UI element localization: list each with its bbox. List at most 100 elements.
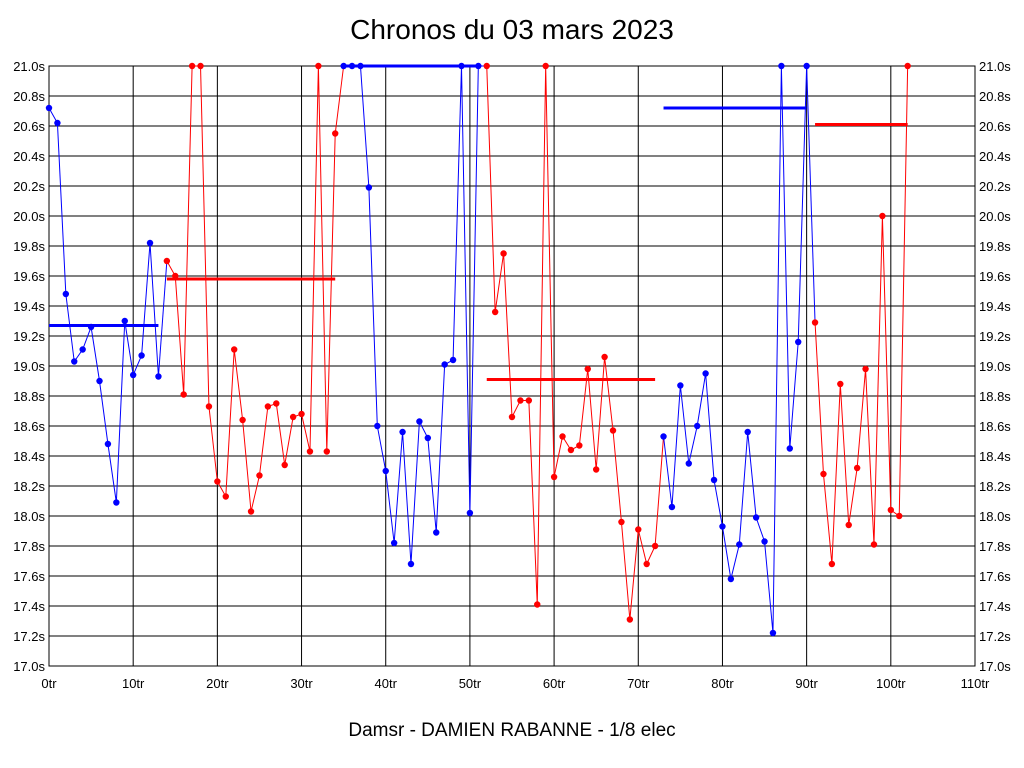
data-point <box>231 346 238 353</box>
data-point <box>129 371 137 379</box>
data-point <box>786 445 793 452</box>
series-line <box>486 65 656 620</box>
data-point <box>651 542 659 550</box>
y-tick-label-left: 19.0s <box>13 359 45 374</box>
y-tick-label-right: 20.0s <box>979 209 1011 224</box>
data-point <box>896 512 903 520</box>
data-point <box>643 560 650 568</box>
y-tick-label-left: 18.2s <box>13 479 45 494</box>
data-point <box>45 104 53 112</box>
series-line <box>166 65 336 512</box>
y-tick-label-right: 19.4s <box>979 299 1011 314</box>
y-tick-label-right: 17.0s <box>979 659 1011 674</box>
data-point <box>483 62 490 70</box>
y-tick-label-right: 19.8s <box>979 239 1011 254</box>
data-point <box>298 410 305 418</box>
x-tick-label: 60tr <box>543 676 566 691</box>
data-point <box>449 356 457 364</box>
data-point <box>904 62 911 70</box>
data-point <box>618 518 625 526</box>
series-connector <box>334 65 345 134</box>
data-point <box>197 62 204 70</box>
data-point <box>475 62 482 70</box>
data-point <box>803 62 810 70</box>
y-tick-label-left: 17.6s <box>13 569 45 584</box>
y-tick-label-right: 20.4s <box>979 149 1011 164</box>
y-tick-label-left: 19.8s <box>13 239 45 254</box>
data-point <box>62 290 70 298</box>
data-point <box>576 442 583 449</box>
y-tick-label-right: 17.2s <box>979 629 1011 644</box>
series-connector <box>806 65 816 323</box>
data-point <box>54 119 61 127</box>
data-point <box>862 365 869 373</box>
data-point <box>525 397 533 404</box>
data-point <box>870 541 878 548</box>
y-tick-label-left: 20.0s <box>13 209 45 224</box>
data-point <box>433 529 440 536</box>
x-tick-label: 30tr <box>290 676 313 691</box>
data-point <box>710 476 718 484</box>
data-point <box>365 184 373 191</box>
data-point <box>542 62 549 70</box>
data-point <box>87 323 95 331</box>
data-point <box>609 427 617 434</box>
data-point <box>694 422 701 430</box>
y-tick-label-left: 21.0s <box>13 59 45 74</box>
data-point <box>323 448 330 455</box>
y-tick-label-left: 18.0s <box>13 509 45 524</box>
series-line <box>663 65 808 634</box>
y-tick-label-left: 20.8s <box>13 89 45 104</box>
data-point <box>96 377 103 385</box>
y-tick-label-left: 17.4s <box>13 599 45 614</box>
data-point <box>273 400 280 407</box>
y-tick-label-right: 19.6s <box>979 269 1011 284</box>
data-point <box>416 418 423 425</box>
data-point <box>508 413 516 421</box>
x-tick-label: 50tr <box>459 676 482 691</box>
y-tick-label-right: 19.2s <box>979 329 1011 344</box>
data-point <box>289 413 297 421</box>
data-point <box>407 560 415 568</box>
y-tick-label-right: 17.8s <box>979 539 1011 554</box>
data-point <box>239 416 246 424</box>
y-tick-label-right: 19.0s <box>979 359 1011 374</box>
data-point <box>668 503 676 511</box>
data-point <box>306 448 314 455</box>
data-point <box>172 272 179 280</box>
data-point <box>567 446 575 454</box>
data-point <box>752 514 760 521</box>
data-point <box>845 521 852 529</box>
chart-subtitle: Damsr - DAMIEN RABANNE - 1/8 elec <box>348 720 676 741</box>
data-point <box>281 461 288 469</box>
series-connector <box>157 260 168 377</box>
data-point <box>761 538 768 545</box>
data-point <box>517 397 524 404</box>
data-point <box>500 250 507 257</box>
data-point <box>853 464 861 472</box>
data-point <box>828 560 836 568</box>
data-point <box>584 365 591 373</box>
data-point <box>635 526 642 533</box>
data-point <box>677 382 684 389</box>
data-point <box>660 433 667 440</box>
data-point <box>256 472 263 479</box>
data-point <box>887 506 895 514</box>
y-tick-label-left: 20.2s <box>13 179 45 194</box>
data-point <box>315 62 322 70</box>
y-tick-label-right: 18.2s <box>979 479 1011 494</box>
chart-title: Chronos du 03 mars 2023 <box>350 14 674 45</box>
data-point <box>340 62 347 70</box>
data-point <box>769 629 777 637</box>
y-tick-label-right: 20.6s <box>979 119 1011 134</box>
y-tick-label-right: 18.8s <box>979 389 1011 404</box>
y-tick-label-left: 19.4s <box>13 299 45 314</box>
data-point <box>357 62 364 70</box>
data-point <box>348 62 356 70</box>
y-tick-label-left: 19.6s <box>13 269 45 284</box>
data-point <box>727 575 735 583</box>
data-point <box>820 470 827 478</box>
data-point <box>205 403 213 410</box>
x-tick-label: 70tr <box>627 676 650 691</box>
